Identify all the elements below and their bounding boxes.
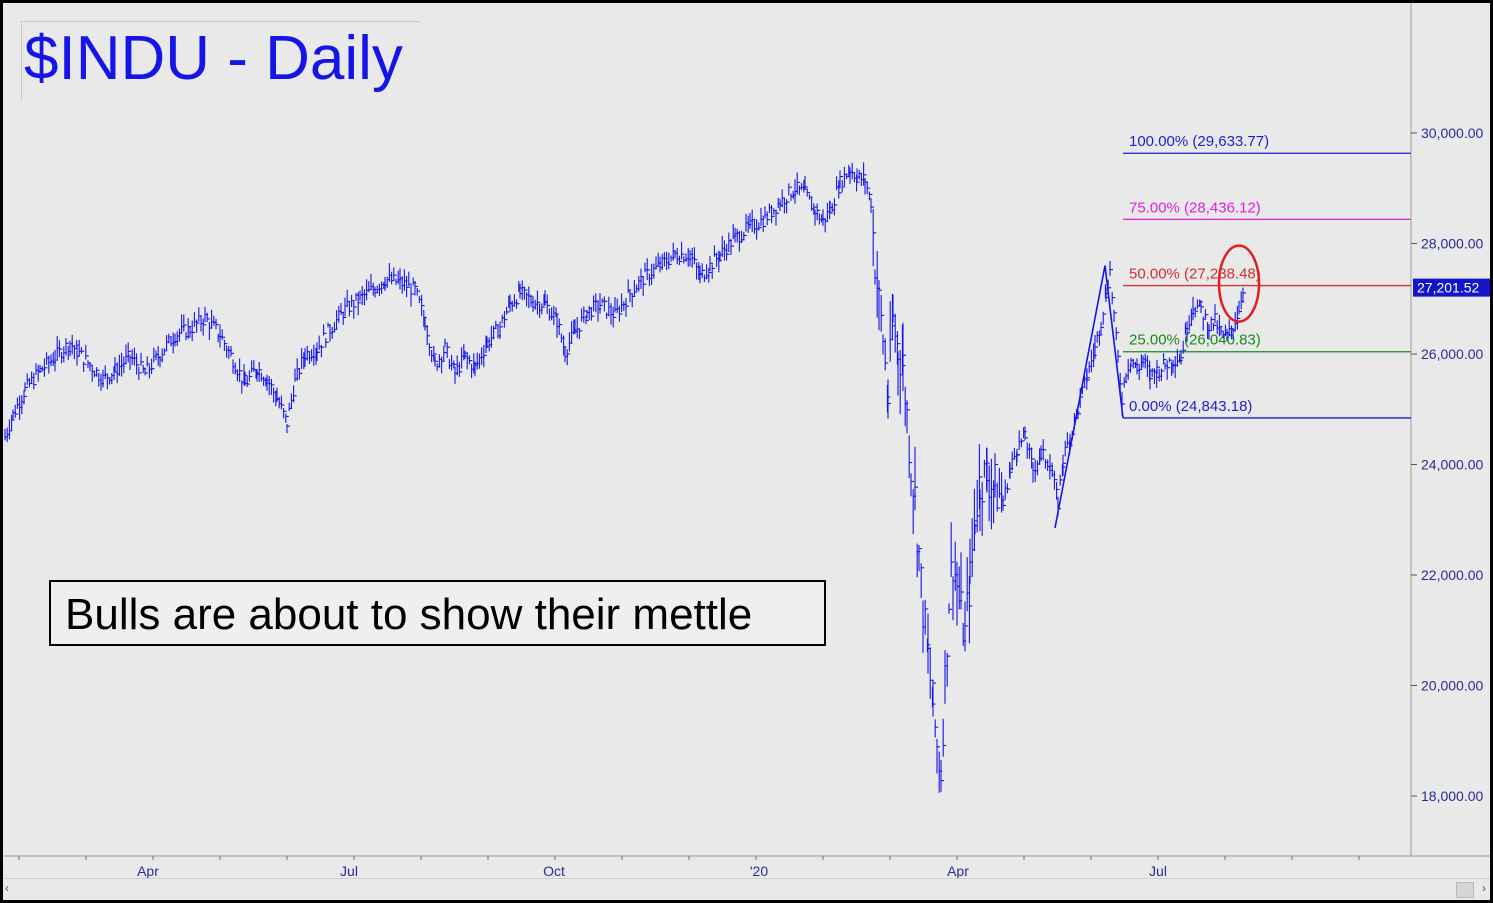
fib-level-label: 50.00% (27,238.48) bbox=[1129, 266, 1261, 283]
chart-title: $INDU - Daily bbox=[21, 21, 420, 100]
scroll-right-icon[interactable]: › bbox=[1482, 881, 1486, 895]
highlight-circle bbox=[1217, 244, 1261, 323]
y-tick-label: 22,000.00 bbox=[1421, 567, 1483, 583]
abc-pattern-line bbox=[1054, 265, 1124, 529]
price-bars bbox=[4, 162, 1246, 793]
scroll-left-icon[interactable]: ‹ bbox=[5, 881, 9, 895]
annotation-box: Bulls are about to show their mettle bbox=[49, 580, 826, 646]
horizontal-scrollbar[interactable]: ‹ › bbox=[3, 878, 1490, 899]
scrollbar-thumb[interactable] bbox=[1456, 882, 1474, 898]
last-price-badge bbox=[1413, 278, 1490, 297]
fib-level-label: 75.00% (28,436.12) bbox=[1129, 199, 1261, 216]
y-tick-label: 18,000.00 bbox=[1421, 788, 1483, 804]
fib-level-label: 0.00% (24,843.18) bbox=[1129, 398, 1252, 415]
y-tick-label: 26,000.00 bbox=[1421, 346, 1483, 362]
fib-level-label: 100.00% (29,633.77) bbox=[1129, 133, 1269, 150]
y-tick-label: 28,000.00 bbox=[1421, 236, 1483, 252]
fib-level-label: 25.00% (26,040.83) bbox=[1129, 332, 1261, 349]
x-tick-label: Jul bbox=[340, 863, 358, 879]
y-tick-label: 24,000.00 bbox=[1421, 457, 1483, 473]
last-price-label: 27,201.52 bbox=[1417, 280, 1479, 296]
y-tick-label: 20,000.00 bbox=[1421, 678, 1483, 694]
x-tick-label: '20 bbox=[750, 863, 768, 879]
chart-frame: 18,000.00 20,000.00 22,000.00 24,000.00 26,0… bbox=[3, 3, 1490, 900]
x-tick-label: Apr bbox=[947, 863, 969, 879]
x-tick-label: Apr bbox=[137, 863, 159, 879]
x-tick-label: Oct bbox=[543, 863, 565, 879]
x-tick-label: Jul bbox=[1149, 863, 1167, 879]
price-chart: 18,000.00 20,000.00 22,000.00 24,000.00 26,0… bbox=[3, 3, 1490, 879]
y-tick-label: 30,000.00 bbox=[1421, 125, 1483, 141]
